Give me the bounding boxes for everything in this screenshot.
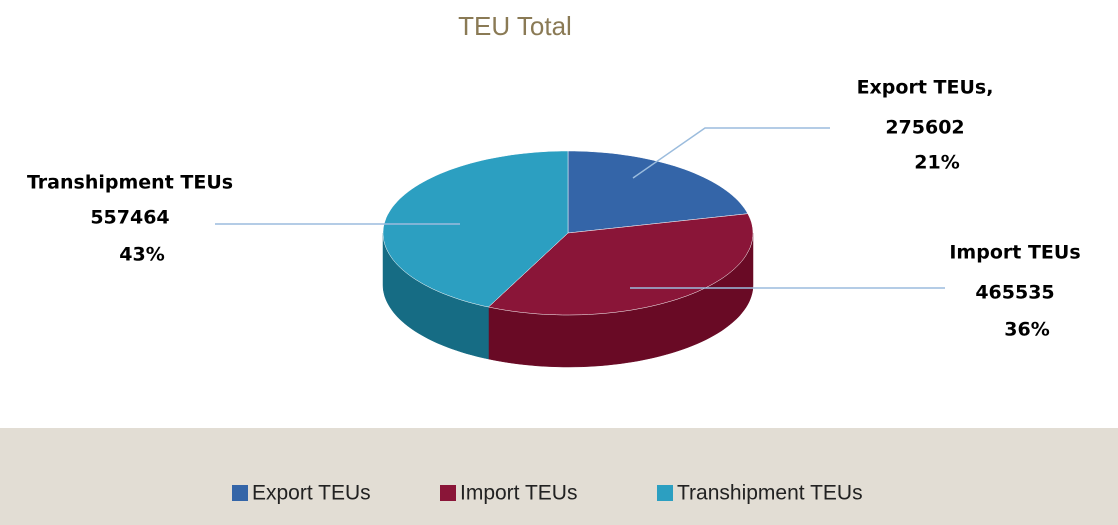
data-label-value: 557464 [90, 207, 169, 229]
data-label-value: 465535 [975, 282, 1054, 304]
legend-swatch [440, 485, 456, 501]
data-label-percent: 21% [914, 152, 959, 174]
legend-label: Transhipment TEUs [677, 482, 863, 505]
data-label-percent: 36% [1004, 319, 1049, 341]
leader-line [632, 127, 830, 179]
chart-title: TEU Total [458, 11, 572, 41]
slice [382, 150, 569, 308]
legend-swatch [657, 485, 673, 501]
slice [567, 150, 749, 234]
slice [487, 213, 754, 316]
legend-label: Import TEUs [460, 482, 577, 505]
data-label-name: Import TEUs [949, 242, 1080, 264]
data-label-value: 275602 [885, 117, 964, 139]
legend-band [0, 428, 1118, 525]
data-label-percent: 43% [119, 244, 164, 266]
legend-label: Export TEUs [252, 482, 371, 505]
data-label-name: Transhipment TEUs [27, 172, 233, 194]
legend-swatch [232, 485, 248, 501]
data-label-name: Export TEUs, [857, 77, 994, 99]
